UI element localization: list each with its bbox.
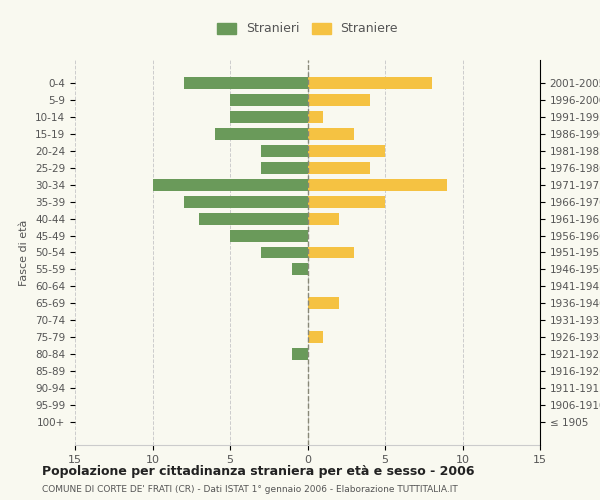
Bar [230,230,308,241]
Bar [261,145,308,157]
Bar [261,162,308,174]
Bar [261,246,308,258]
Bar [292,348,308,360]
Legend: Stranieri, Straniere: Stranieri, Straniere [211,16,404,42]
Bar [308,196,385,207]
Bar [215,128,308,140]
Bar [308,213,338,224]
Bar [292,264,308,276]
Bar [308,78,431,90]
Bar [152,179,308,191]
Bar [308,246,354,258]
Text: Popolazione per cittadinanza straniera per età e sesso - 2006: Popolazione per cittadinanza straniera p… [42,465,475,478]
Bar [308,128,354,140]
Bar [230,94,308,106]
Bar [184,78,308,90]
Bar [308,298,338,309]
Y-axis label: Fasce di età: Fasce di età [19,220,29,286]
Bar [230,112,308,123]
Bar [308,145,385,157]
Bar [308,162,370,174]
Bar [184,196,308,207]
Bar [308,179,447,191]
Bar [308,94,370,106]
Bar [308,331,323,343]
Text: COMUNE DI CORTE DE' FRATI (CR) - Dati ISTAT 1° gennaio 2006 - Elaborazione TUTTI: COMUNE DI CORTE DE' FRATI (CR) - Dati IS… [42,485,458,494]
Bar [199,213,308,224]
Bar [308,112,323,123]
